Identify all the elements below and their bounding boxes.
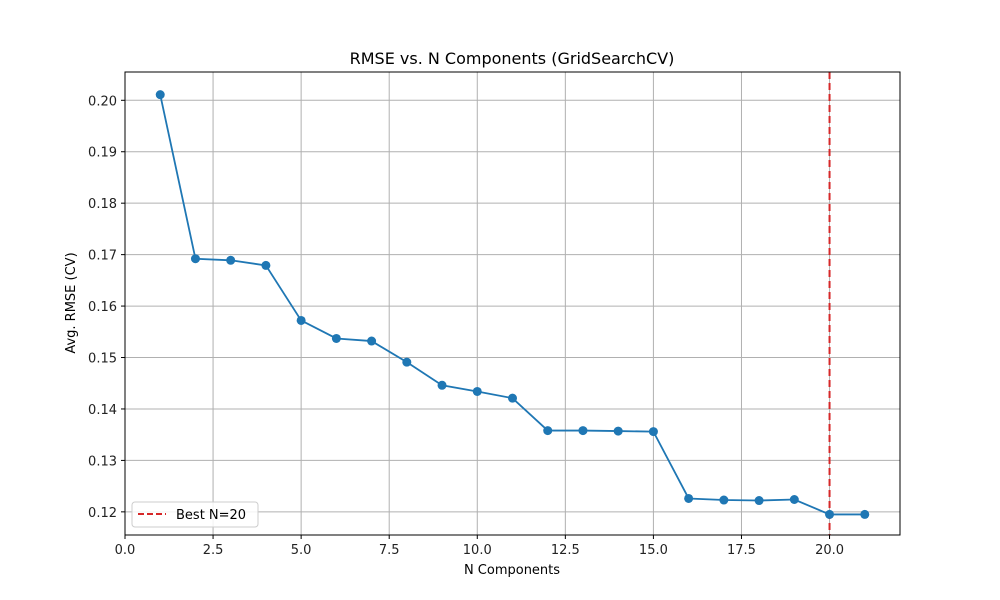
x-tick-label: 20.0	[815, 543, 844, 558]
chart-title: RMSE vs. N Components (GridSearchCV)	[350, 49, 675, 68]
data-point	[437, 380, 447, 390]
y-tick-label: 0.12	[88, 506, 117, 521]
data-point	[648, 427, 658, 437]
data-point	[825, 509, 835, 519]
x-tick-label: 2.5	[203, 543, 224, 558]
x-tick-label: 0.0	[115, 543, 136, 558]
data-point	[543, 426, 553, 436]
x-tick-label: 10.0	[463, 543, 492, 558]
x-axis-label: N Components	[464, 563, 560, 578]
data-point	[261, 260, 271, 270]
y-tick-label: 0.14	[88, 403, 117, 418]
data-point	[860, 509, 870, 519]
x-tick-label: 7.5	[379, 543, 400, 558]
y-tick-label: 0.13	[88, 454, 117, 469]
x-axis-ticks: 0.0 2.5 5.0 7.5 10.0 12.5 15.0 17.5 20.0	[115, 535, 844, 558]
y-tick-label: 0.15	[88, 352, 117, 367]
data-point	[226, 255, 236, 265]
data-point	[331, 333, 341, 343]
y-tick-label: 0.20	[88, 94, 117, 109]
y-axis-ticks: 0.12 0.13 0.14 0.15 0.16 0.17 0.18 0.19 0.20	[88, 94, 125, 521]
data-point	[684, 493, 694, 503]
legend: Best N=20	[131, 501, 259, 528]
series-line	[159, 94, 865, 516]
y-tick-label: 0.16	[88, 300, 117, 315]
x-tick-label: 5.0	[291, 543, 312, 558]
series-layer	[155, 90, 870, 519]
y-tick-label: 0.19	[88, 146, 117, 161]
legend-label-best-n: Best N=20	[176, 508, 246, 523]
data-point	[402, 357, 412, 367]
x-tick-label: 12.5	[551, 543, 580, 558]
plot-frame	[124, 71, 901, 536]
y-axis-label: Avg. RMSE (CV)	[64, 252, 79, 353]
legend-box	[131, 501, 259, 528]
data-point	[508, 393, 517, 403]
data-point	[613, 426, 623, 436]
data-point	[472, 386, 482, 396]
data-point	[155, 90, 165, 100]
data-point	[754, 496, 764, 506]
data-point	[190, 254, 200, 264]
data-point	[789, 495, 799, 505]
y-tick-label: 0.18	[88, 197, 117, 212]
data-point	[719, 495, 729, 505]
x-tick-label: 15.0	[639, 543, 668, 558]
grid-lines	[124, 72, 900, 535]
x-tick-label: 17.5	[727, 543, 756, 558]
data-point	[296, 315, 306, 325]
data-point	[578, 426, 588, 436]
y-tick-label: 0.17	[88, 249, 117, 264]
data-point	[367, 336, 377, 346]
